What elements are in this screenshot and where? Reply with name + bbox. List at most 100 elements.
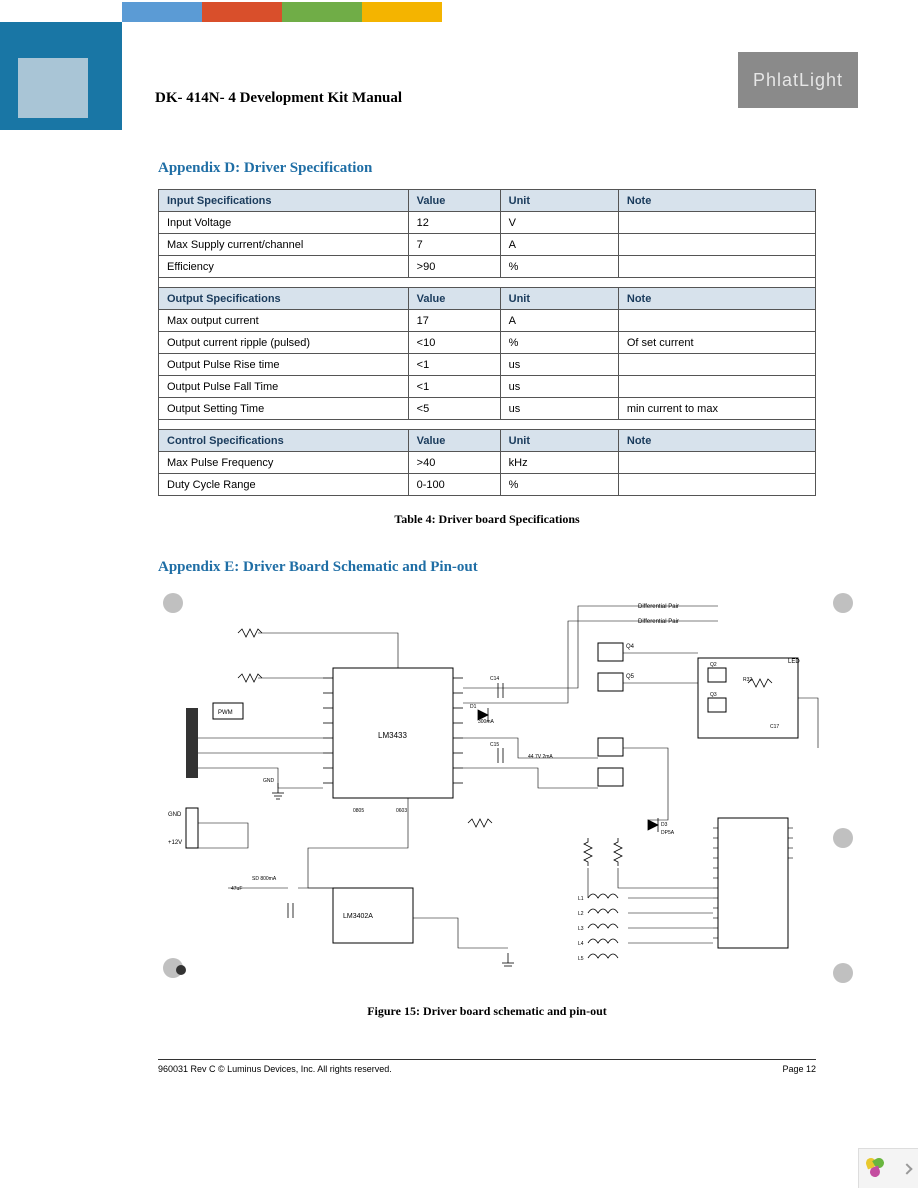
svg-text:C17: C17 (770, 724, 779, 730)
table-4-caption: Table 4: Driver board Specifications (158, 512, 816, 527)
table-cell: us (500, 376, 618, 398)
svg-text:Q4: Q4 (626, 644, 635, 650)
svg-text:Differential Pair: Differential Pair (638, 604, 679, 610)
svg-text:GND: GND (168, 812, 182, 818)
svg-text:Q2: Q2 (710, 662, 717, 668)
table-row: Max Supply current/channel7A (159, 234, 816, 256)
header-stripe-3 (282, 2, 362, 22)
table-cell: Of set current (618, 332, 815, 354)
table-cell: % (500, 332, 618, 354)
table-header-cell: Note (618, 430, 815, 452)
table-header-cell: Note (618, 190, 815, 212)
svg-text:44 7V 2mA: 44 7V 2mA (528, 754, 553, 760)
table-cell: Output Setting Time (159, 398, 409, 420)
svg-text:C15: C15 (490, 742, 499, 748)
svg-text:Q3: Q3 (710, 692, 717, 698)
table-cell: us (500, 398, 618, 420)
svg-text:L1: L1 (578, 896, 584, 902)
viewer-logo-icon[interactable] (866, 1158, 888, 1180)
schematic-container: LM3433 LM3402A GND +12V (0, 588, 918, 988)
svg-text:PWM: PWM (218, 710, 233, 716)
header-stripe-4 (362, 2, 442, 22)
table-cell: Max Supply current/channel (159, 234, 409, 256)
svg-text:Differential Pair: Differential Pair (638, 619, 679, 625)
table-header-cell: Input Specifications (159, 190, 409, 212)
table-cell: A (500, 234, 618, 256)
ic-secondary-label: LM3402A (343, 913, 373, 920)
header-blue-inner (18, 58, 88, 118)
table-row: Duty Cycle Range0-100% (159, 474, 816, 496)
table-cell: Output Pulse Fall Time (159, 376, 409, 398)
table-cell: min current to max (618, 398, 815, 420)
table-cell: >40 (408, 452, 500, 474)
svg-text:300mA: 300mA (478, 719, 495, 725)
ic-main-label: LM3433 (378, 731, 407, 740)
svg-text:D3: D3 (661, 822, 668, 828)
table-header-cell: Unit (500, 190, 618, 212)
table-cell: 0-100 (408, 474, 500, 496)
table-header-cell: Note (618, 288, 815, 310)
table-cell: us (500, 354, 618, 376)
svg-text:Q5: Q5 (626, 674, 635, 680)
svg-text:+12V: +12V (168, 840, 182, 846)
table-cell (618, 452, 815, 474)
svg-text:D1: D1 (470, 704, 477, 710)
table-header-cell: Unit (500, 430, 618, 452)
table-cell (618, 234, 815, 256)
table-cell (618, 474, 815, 496)
table-cell (618, 256, 815, 278)
viewer-corner-controls (858, 1148, 918, 1188)
table-cell: Max Pulse Frequency (159, 452, 409, 474)
table-cell: A (500, 310, 618, 332)
svg-text:0603: 0603 (396, 808, 407, 814)
table-cell: % (500, 474, 618, 496)
table-header-cell: Value (408, 190, 500, 212)
table-row: Max output current17A (159, 310, 816, 332)
table-cell: Input Voltage (159, 212, 409, 234)
table-header-cell: Value (408, 430, 500, 452)
table-cell: Max output current (159, 310, 409, 332)
table-cell (618, 212, 815, 234)
table-cell: Duty Cycle Range (159, 474, 409, 496)
appendix-d-title: Appendix D: Driver Specification (158, 160, 816, 177)
table-cell: 17 (408, 310, 500, 332)
svg-text:0805: 0805 (353, 808, 364, 814)
driver-spec-table: Input SpecificationsValueUnitNoteInput V… (158, 189, 816, 496)
header-blue-block (0, 22, 122, 130)
header-stripe-2 (202, 2, 282, 22)
svg-text:L3: L3 (578, 926, 584, 932)
table-cell: 12 (408, 212, 500, 234)
logo-text-2: Light (799, 70, 843, 91)
table-row: Output current ripple (pulsed)<10%Of set… (159, 332, 816, 354)
header-stripe-1 (122, 2, 202, 22)
table-cell (618, 376, 815, 398)
svg-text:C14: C14 (490, 676, 499, 682)
table-cell: >90 (408, 256, 500, 278)
table-cell (618, 310, 815, 332)
table-cell: V (500, 212, 618, 234)
table-cell: kHz (500, 452, 618, 474)
svg-text:47uF: 47uF (231, 886, 242, 892)
table-cell (618, 354, 815, 376)
footer-left: 960031 Rev C © Luminus Devices, Inc. All… (158, 1064, 392, 1074)
page-header: DK- 414N- 4 Development Kit Manual Phlat… (0, 0, 918, 130)
table-cell: Efficiency (159, 256, 409, 278)
table-row: Efficiency>90% (159, 256, 816, 278)
page-footer: 960031 Rev C © Luminus Devices, Inc. All… (158, 1059, 816, 1074)
figure-15-caption: Figure 15: Driver board schematic and pi… (158, 1004, 816, 1019)
next-page-icon[interactable] (901, 1163, 912, 1174)
table-header-cell: Control Specifications (159, 430, 409, 452)
table-cell: % (500, 256, 618, 278)
appendix-e-title: Appendix E: Driver Board Schematic and P… (158, 559, 816, 576)
svg-text:L4: L4 (578, 941, 584, 947)
table-cell: <1 (408, 354, 500, 376)
svg-text:L2: L2 (578, 911, 584, 917)
table-row: Input Voltage12V (159, 212, 816, 234)
svg-text:LED: LED (788, 659, 800, 665)
driver-board-schematic: LM3433 LM3402A GND +12V (158, 588, 858, 988)
svg-text:R32: R32 (743, 677, 752, 683)
table-cell: <10 (408, 332, 500, 354)
table-row: Output Pulse Rise time<1us (159, 354, 816, 376)
table-cell: Output Pulse Rise time (159, 354, 409, 376)
table-cell: <5 (408, 398, 500, 420)
